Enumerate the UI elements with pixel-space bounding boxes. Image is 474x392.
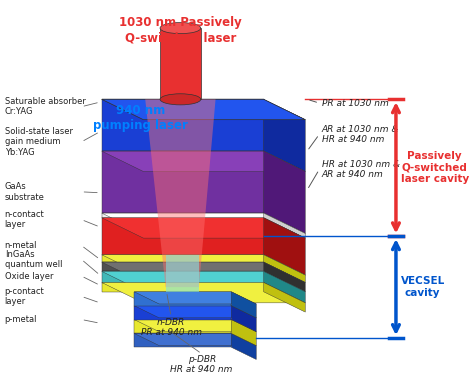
Polygon shape — [134, 292, 256, 304]
Polygon shape — [102, 283, 305, 303]
Polygon shape — [102, 151, 264, 213]
Text: n-DBR
PR at 940 nm: n-DBR PR at 940 nm — [141, 318, 201, 337]
Polygon shape — [165, 255, 199, 292]
Text: p-DBR
HR at 940 nm: p-DBR HR at 940 nm — [171, 355, 233, 374]
Polygon shape — [231, 306, 256, 332]
Text: n-metal: n-metal — [5, 241, 37, 250]
Polygon shape — [231, 333, 256, 359]
Polygon shape — [264, 99, 305, 171]
Ellipse shape — [160, 23, 201, 34]
Polygon shape — [102, 99, 305, 120]
Polygon shape — [264, 213, 305, 238]
Polygon shape — [264, 262, 305, 292]
Polygon shape — [264, 218, 305, 275]
Text: VECSEL
cavity: VECSEL cavity — [401, 276, 445, 298]
Text: 940 nm
pumping laser: 940 nm pumping laser — [93, 104, 188, 132]
Polygon shape — [102, 255, 305, 275]
Ellipse shape — [160, 94, 201, 105]
Polygon shape — [134, 292, 231, 306]
Polygon shape — [102, 271, 305, 292]
Text: InGaAs
quantum well: InGaAs quantum well — [5, 250, 62, 269]
Text: p-metal: p-metal — [5, 315, 37, 324]
Text: n-contact
layer: n-contact layer — [5, 210, 45, 229]
Polygon shape — [231, 292, 256, 318]
Polygon shape — [264, 271, 305, 303]
Polygon shape — [102, 213, 264, 218]
Polygon shape — [134, 306, 231, 319]
Text: Passively
Q-switched
laser cavity: Passively Q-switched laser cavity — [401, 151, 469, 184]
Polygon shape — [102, 213, 305, 234]
Polygon shape — [102, 218, 305, 238]
Polygon shape — [134, 306, 256, 318]
Polygon shape — [134, 319, 231, 333]
Polygon shape — [145, 99, 216, 287]
Bar — [160, 28, 201, 99]
Polygon shape — [134, 333, 231, 347]
Text: Solid-state laser
gain medium
Yb:YAG: Solid-state laser gain medium Yb:YAG — [5, 127, 73, 157]
Polygon shape — [264, 255, 305, 283]
Polygon shape — [102, 99, 264, 151]
Text: p-contact
layer: p-contact layer — [5, 287, 45, 306]
Text: Oxide layer: Oxide layer — [5, 272, 53, 281]
Polygon shape — [231, 319, 256, 346]
Polygon shape — [102, 255, 264, 262]
Text: 1030 nm Passively
Q-switched laser: 1030 nm Passively Q-switched laser — [119, 16, 242, 44]
Polygon shape — [134, 319, 256, 332]
Text: HR at 1030 nm &
AR at 940 nm: HR at 1030 nm & AR at 940 nm — [322, 160, 400, 179]
Polygon shape — [264, 151, 305, 234]
Polygon shape — [102, 262, 264, 271]
Polygon shape — [102, 151, 305, 171]
Polygon shape — [102, 262, 305, 283]
Text: PR at 1030 nm: PR at 1030 nm — [322, 98, 389, 107]
Polygon shape — [102, 283, 264, 292]
Polygon shape — [102, 271, 264, 283]
Text: AR at 1030 nm &
HR at 940 nm: AR at 1030 nm & HR at 940 nm — [322, 125, 399, 144]
Polygon shape — [134, 333, 256, 346]
Polygon shape — [102, 99, 305, 120]
Text: Saturable absorber
Cr:YAG: Saturable absorber Cr:YAG — [5, 97, 85, 116]
Text: GaAs
substrate: GaAs substrate — [5, 182, 45, 201]
Polygon shape — [102, 218, 264, 255]
Polygon shape — [264, 283, 305, 312]
